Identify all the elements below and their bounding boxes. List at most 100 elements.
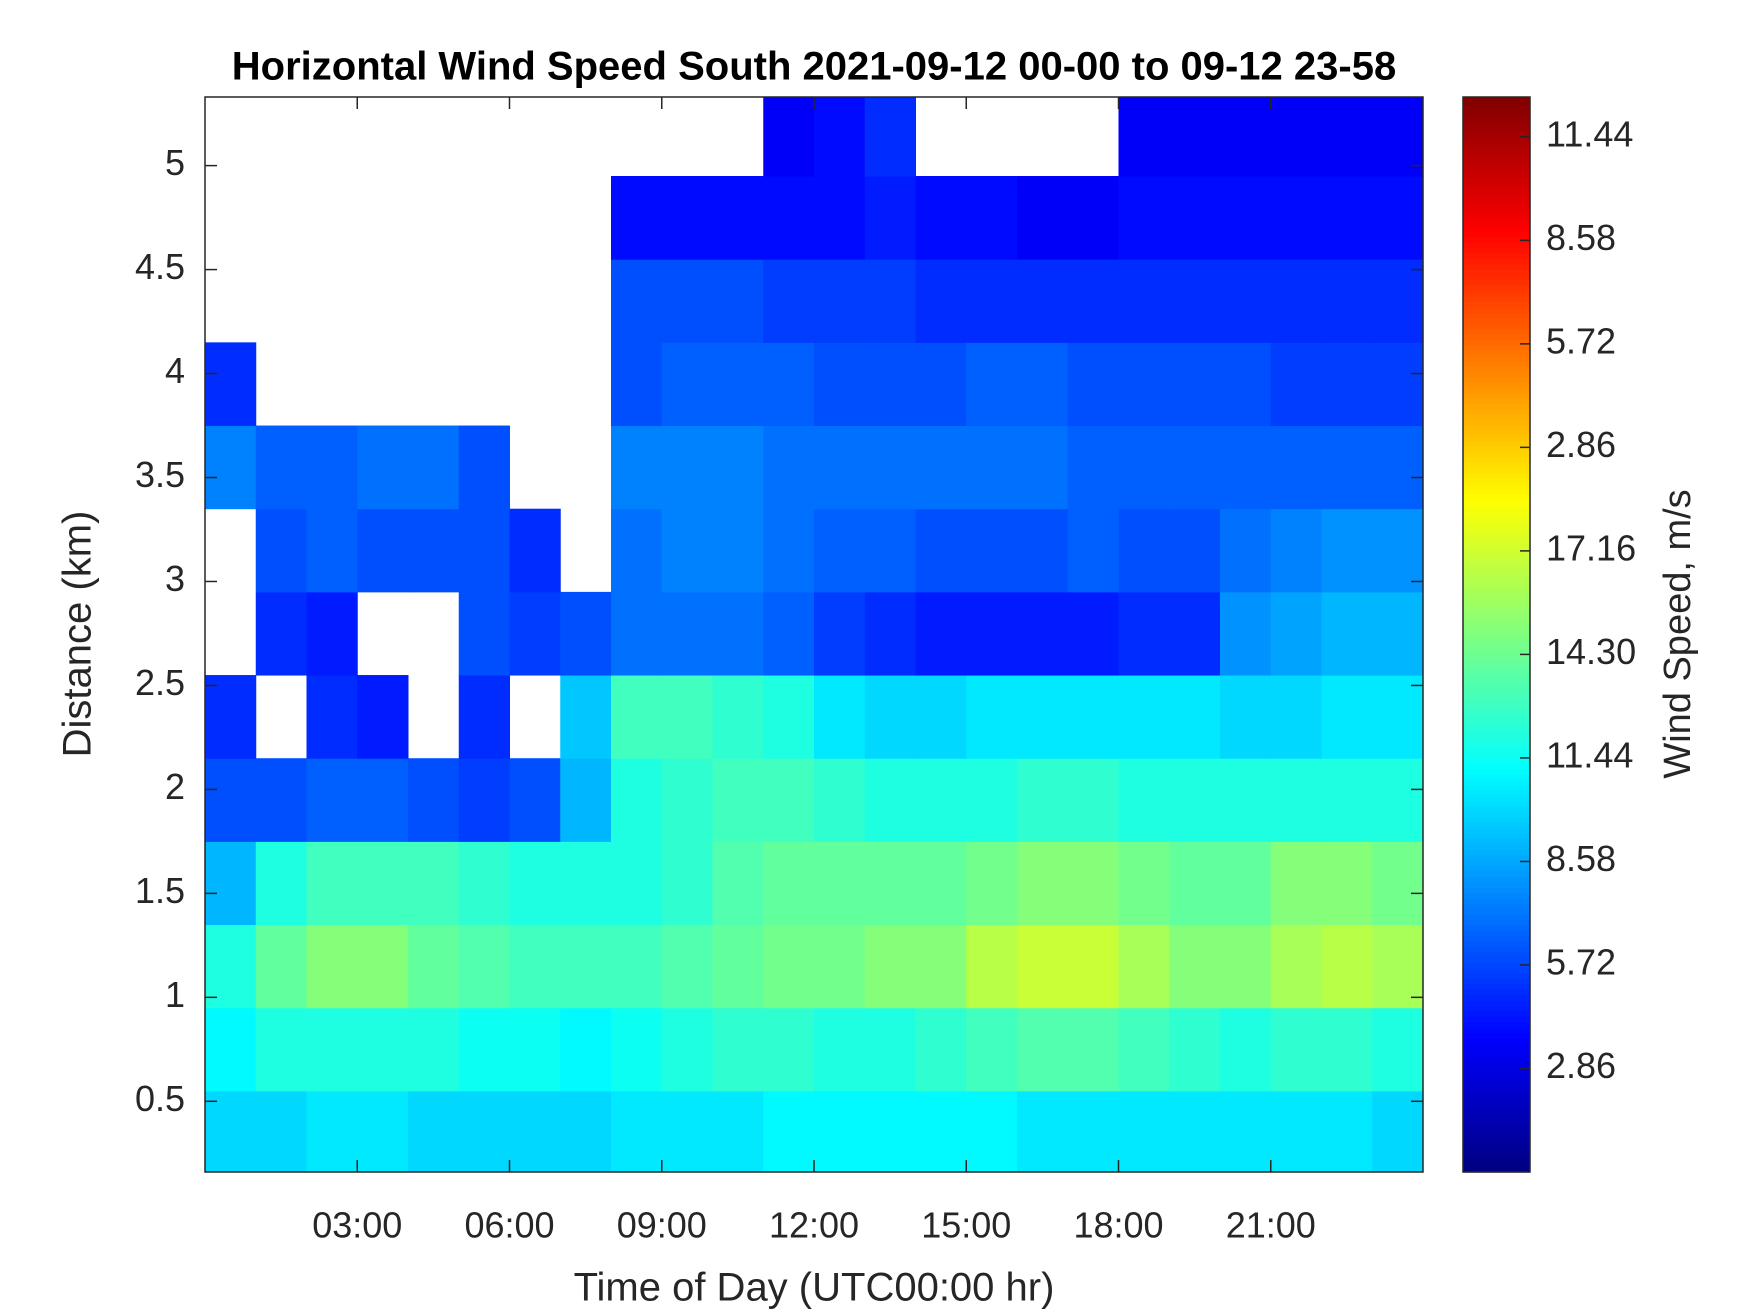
heatmap-cell: [864, 1007, 916, 1092]
heatmap-cell: [306, 675, 358, 759]
colorbar-swatch: [1463, 478, 1530, 485]
colorbar-swatch: [1463, 629, 1530, 636]
y-tick-label: 5: [165, 142, 185, 183]
y-tick-label: 2: [165, 766, 185, 807]
heatmap-cell: [864, 841, 916, 926]
heatmap-cell: [763, 342, 815, 427]
colorbar-swatch: [1463, 188, 1530, 195]
colorbar-swatch: [1463, 699, 1530, 705]
heatmap-cell: [1169, 924, 1221, 1009]
heatmap-cell: [966, 1007, 1018, 1092]
heatmap-cell: [1270, 259, 1322, 343]
colorbar-swatch: [1463, 806, 1530, 813]
colorbar-swatch: [1463, 564, 1530, 571]
heatmap-cell: [1169, 342, 1221, 427]
heatmap-cell: [1220, 1007, 1272, 1092]
heatmap-cell: [1220, 176, 1272, 260]
y-tick-label: 4.5: [135, 246, 185, 287]
heatmap-cell: [1017, 176, 1069, 260]
colorbar-swatch: [1463, 258, 1530, 265]
colorbar-swatch: [1463, 349, 1530, 356]
colorbar-swatch: [1463, 709, 1530, 716]
colorbar-swatch: [1463, 166, 1530, 173]
heatmap-cell: [661, 259, 713, 343]
colorbar-swatch: [1463, 666, 1530, 673]
colorbar-swatch: [1463, 360, 1530, 367]
heatmap-cell: [814, 1090, 866, 1172]
heatmap-cell: [966, 508, 1018, 593]
heatmap-cell: [408, 1007, 460, 1092]
colorbar-swatch: [1463, 618, 1530, 625]
heatmap-cell: [205, 1007, 257, 1092]
heatmap-cell: [1321, 425, 1373, 510]
colorbar-swatch: [1463, 596, 1530, 603]
heatmap-cell: [1017, 342, 1069, 427]
colorbar-swatch: [1463, 199, 1530, 206]
heatmap-cell: [1220, 425, 1272, 510]
x-tick-label: 12:00: [769, 1205, 859, 1246]
colorbar-swatch: [1463, 559, 1530, 566]
colorbar-swatch: [1463, 430, 1530, 437]
colorbar-swatch: [1463, 1166, 1530, 1173]
colorbar-swatch: [1463, 209, 1530, 216]
colorbar-swatch: [1463, 392, 1530, 399]
colorbar-swatch: [1463, 634, 1530, 641]
colorbar-swatch: [1463, 161, 1530, 168]
colorbar-swatch: [1463, 774, 1530, 781]
heatmap-cell: [814, 176, 866, 260]
colorbar-swatch: [1463, 914, 1530, 920]
heatmap-cell: [1067, 1090, 1119, 1172]
heatmap-cell: [763, 591, 815, 676]
colorbar-swatch: [1463, 134, 1530, 141]
colorbar-swatch: [1463, 484, 1530, 490]
heatmap-cell: [661, 841, 713, 926]
heatmap-cell: [1017, 508, 1069, 593]
colorbar-swatch: [1463, 306, 1530, 313]
heatmap-cell: [1372, 508, 1423, 593]
heatmap-cell: [915, 1090, 967, 1172]
heatmap-cell: [255, 924, 307, 1009]
heatmap-cell: [864, 758, 916, 842]
heatmap-cell: [1118, 425, 1170, 510]
colorbar-swatch: [1463, 903, 1530, 910]
heatmap-cell: [205, 675, 257, 759]
heatmap-cell: [1169, 425, 1221, 510]
heatmap-cell: [763, 675, 815, 759]
heatmap-cell: [306, 425, 358, 510]
heatmap-cell: [1321, 675, 1373, 759]
heatmap-cell: [712, 1007, 764, 1092]
heatmap-cell: [1118, 1090, 1170, 1172]
heatmap-cell: [864, 425, 916, 510]
colorbar-tick-label: 17.16: [1546, 527, 1636, 568]
heatmap-cell: [966, 675, 1018, 759]
heatmap-cell: [661, 176, 713, 260]
colorbar-swatch: [1463, 543, 1530, 550]
colorbar-swatch: [1463, 322, 1530, 329]
heatmap-cell: [458, 425, 510, 510]
heatmap-cell: [814, 675, 866, 759]
heatmap-cell: [357, 675, 409, 759]
heatmap-cell: [763, 97, 815, 177]
colorbar-swatch: [1463, 645, 1530, 652]
colorbar-swatch: [1463, 1053, 1530, 1060]
heatmap-cell: [509, 1007, 561, 1092]
heatmap-cell: [966, 924, 1018, 1009]
heatmap-cell: [1017, 591, 1069, 676]
heatmap-cell: [1270, 425, 1322, 510]
colorbar-swatch: [1463, 446, 1530, 453]
heatmap-cell: [1169, 1090, 1221, 1172]
heatmap-cell: [255, 1090, 307, 1172]
colorbar-swatch: [1463, 242, 1530, 249]
colorbar-swatch: [1463, 183, 1530, 189]
colorbar-swatch: [1463, 1155, 1530, 1162]
heatmap-cell: [915, 841, 967, 926]
colorbar-swatch: [1463, 887, 1530, 894]
heatmap-cell: [763, 1090, 815, 1172]
colorbar-swatch: [1463, 881, 1530, 888]
colorbar-swatch: [1463, 1043, 1530, 1049]
heatmap-cell: [1169, 841, 1221, 926]
colorbar-swatch: [1463, 962, 1530, 969]
heatmap-cell: [509, 508, 561, 593]
heatmap-cell: [1372, 97, 1423, 177]
heatmap-cell: [1017, 758, 1069, 842]
